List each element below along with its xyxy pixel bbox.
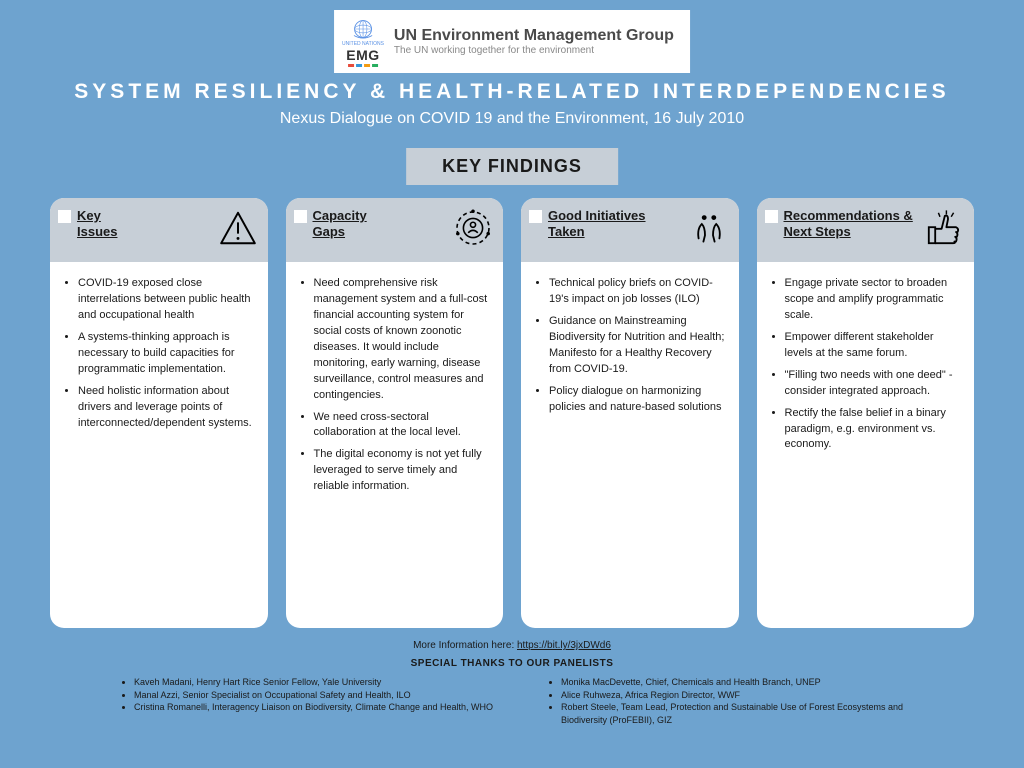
card-head: CapacityGaps [286, 198, 504, 262]
checkbox-icon [58, 210, 71, 223]
card-body: Engage private sector to broaden scope a… [757, 262, 975, 469]
thumbs-up-icon [924, 208, 964, 248]
warning-icon [218, 208, 258, 248]
panelists: Kaveh Madani, Henry Hart Rice Senior Fel… [120, 676, 944, 726]
org-tagline: The UN working together for the environm… [394, 45, 674, 56]
checkbox-icon [294, 210, 307, 223]
hands-icon [689, 208, 729, 248]
panelists-left: Kaveh Madani, Henry Hart Rice Senior Fel… [120, 676, 517, 726]
more-info-link[interactable]: https://bit.ly/3jxDWd6 [517, 640, 611, 651]
org-title: UN Environment Management Group [394, 27, 674, 45]
card-body: Technical policy briefs on COVID-19's im… [521, 262, 739, 432]
card-title: KeyIssues [77, 208, 212, 239]
logo-bar: UNITED NATIONS EMG UN Environment Manage… [334, 10, 690, 73]
card-2: Good Initiatives Taken Technical policy b… [521, 198, 739, 628]
card-title: Good Initiatives Taken [548, 208, 683, 239]
card-body: COVID-19 exposed close interrelations be… [50, 262, 268, 447]
panelist: Monika MacDevette, Chief, Chemicals and … [561, 676, 944, 689]
logo-text: UN Environment Management Group The UN w… [394, 27, 674, 56]
bullet: Empower different stakeholder levels at … [785, 330, 961, 362]
card-head: Recommendations & Next Steps [757, 198, 975, 262]
bullet: "Filling two needs with one deed" - cons… [785, 368, 961, 400]
bullet: Engage private sector to broaden scope a… [785, 276, 961, 324]
emg-text: EMG [346, 47, 379, 63]
panelist: Alice Ruhweza, Africa Region Director, W… [561, 689, 944, 702]
cards-row: KeyIssues COVID-19 exposed close interrel… [50, 198, 974, 628]
card-title: CapacityGaps [313, 208, 448, 239]
bullet: Rectify the false belief in a binary par… [785, 406, 961, 454]
bullet: Need holistic information about drivers … [78, 384, 254, 432]
panelist: Kaveh Madani, Henry Hart Rice Senior Fel… [134, 676, 517, 689]
card-3: Recommendations & Next Steps Engage priva… [757, 198, 975, 628]
more-info-label: More Information here: [413, 640, 517, 651]
bullet: The digital economy is not yet fully lev… [314, 447, 490, 495]
checkbox-icon [765, 210, 778, 223]
more-info: More Information here: https://bit.ly/3j… [0, 640, 1024, 651]
key-findings-label: KEY FINDINGS [406, 148, 618, 185]
panelist: Cristina Romanelli, Interagency Liaison … [134, 701, 517, 714]
bullet: Policy dialogue on harmonizing policies … [549, 384, 725, 416]
card-title: Recommendations & Next Steps [784, 208, 919, 239]
panelists-right: Monika MacDevette, Chief, Chemicals and … [547, 676, 944, 726]
card-head: Good Initiatives Taken [521, 198, 739, 262]
emg-bars [348, 64, 378, 67]
bullet: A systems-thinking approach is necessary… [78, 330, 254, 378]
page-subtitle: Nexus Dialogue on COVID 19 and the Envir… [0, 110, 1024, 128]
card-head: KeyIssues [50, 198, 268, 262]
bullet: Need comprehensive risk management syste… [314, 276, 490, 404]
un-globe-icon [350, 16, 376, 42]
person-circle-icon [453, 208, 493, 248]
bullet: Guidance on Mainstreaming Biodiversity f… [549, 314, 725, 378]
un-emg-logo: UNITED NATIONS EMG [342, 16, 384, 67]
card-body: Need comprehensive risk management syste… [286, 262, 504, 511]
bullet: COVID-19 exposed close interrelations be… [78, 276, 254, 324]
page-title: SYSTEM RESILIENCY & HEALTH-RELATED INTER… [0, 80, 1024, 104]
panelist: Robert Steele, Team Lead, Protection and… [561, 701, 944, 726]
bullet: Technical policy briefs on COVID-19's im… [549, 276, 725, 308]
card-0: KeyIssues COVID-19 exposed close interrel… [50, 198, 268, 628]
bullet: We need cross-sectoral collaboration at … [314, 410, 490, 442]
card-1: CapacityGaps Need comprehensive risk mana… [286, 198, 504, 628]
thanks-heading: SPECIAL THANKS TO OUR PANELISTS [0, 658, 1024, 669]
checkbox-icon [529, 210, 542, 223]
panelist: Manal Azzi, Senior Specialist on Occupat… [134, 689, 517, 702]
